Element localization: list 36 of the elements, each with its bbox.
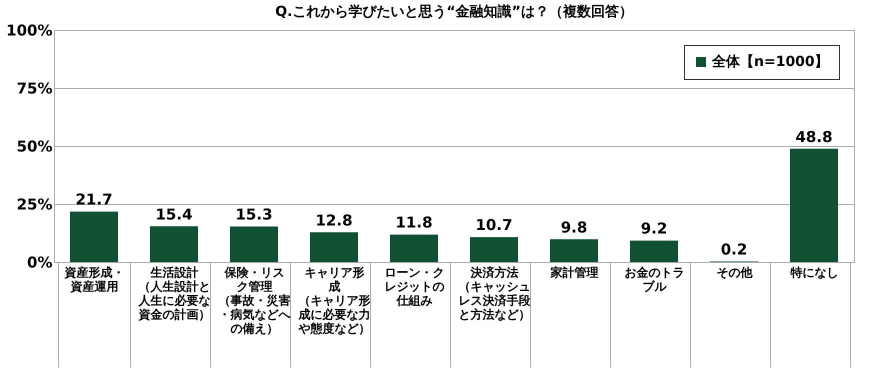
x-tick-label: 特になし <box>790 266 838 280</box>
bar <box>630 240 678 262</box>
legend-label: 全体【n=1000】 <box>711 54 829 70</box>
x-tick-label: 保険・リスク管理（事故・災害・病気などへの備え） <box>218 266 292 336</box>
data-label: 48.8 <box>795 128 833 146</box>
x-tick-label: その他 <box>716 266 754 280</box>
bar <box>390 234 438 262</box>
bar <box>150 226 198 262</box>
x-tick-label: キャリア形成（キャリア形成に必要な力や態度など） <box>298 266 370 336</box>
x-tick-label: 生活設計（人生設計と人生に必要な資金の計画） <box>138 266 210 322</box>
x-tick-label: 家計管理 <box>550 266 598 280</box>
x-tick-label: ローン・クレジットの仕組み <box>384 266 444 308</box>
bar <box>230 226 278 262</box>
bar <box>310 232 358 262</box>
x-tick-label: 決済方法（キャッシュレス決済手段と方法など） <box>458 266 532 322</box>
x-tick-label: お金のトラブル <box>624 266 684 294</box>
bar <box>790 148 838 262</box>
bar <box>470 237 518 262</box>
y-tick-label: 0% <box>27 254 52 272</box>
data-label: 15.3 <box>235 206 273 224</box>
data-label: 12.8 <box>315 211 353 230</box>
data-label: 9.2 <box>640 220 668 238</box>
bar <box>550 239 598 262</box>
y-tick-label: 100% <box>6 22 52 40</box>
y-tick-label: 50% <box>16 138 52 156</box>
x-tick-label: 資産形成・資産運用 <box>64 266 124 294</box>
data-label: 9.8 <box>560 218 588 236</box>
data-label: 10.7 <box>475 216 513 234</box>
bar <box>70 212 118 262</box>
data-label: 11.8 <box>395 214 433 232</box>
data-label: 21.7 <box>75 190 113 209</box>
data-label: 15.4 <box>155 205 193 224</box>
chart-title: Q.これから学びたいと思う“金融知識”は？（複数回答） <box>275 3 633 20</box>
y-tick-label: 25% <box>16 196 52 214</box>
y-tick-label: 75% <box>16 80 52 98</box>
data-label: 0.2 <box>720 240 748 259</box>
